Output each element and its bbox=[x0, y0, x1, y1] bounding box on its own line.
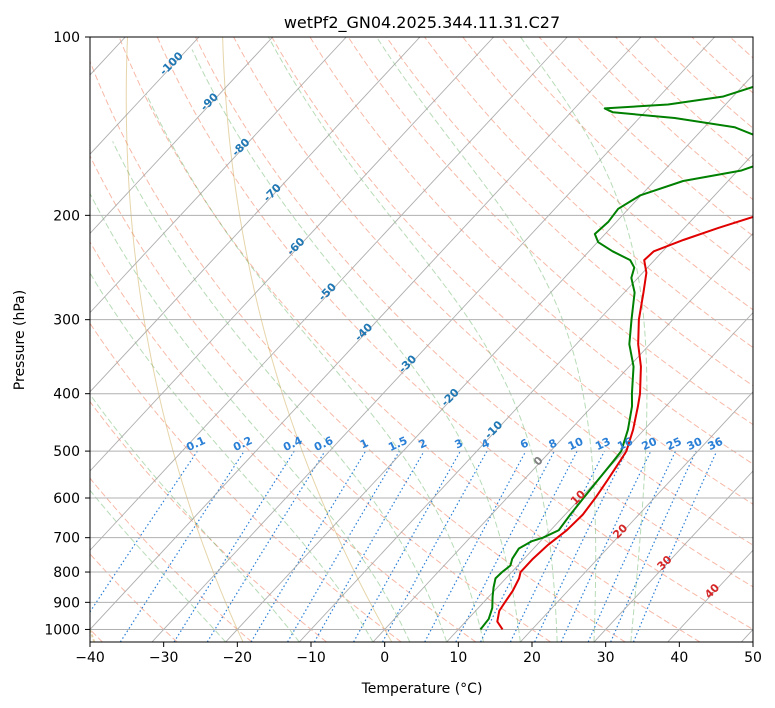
isotherm-line bbox=[519, 391, 753, 642]
moist-adiabat-line bbox=[90, 192, 411, 642]
isotherm-line bbox=[90, 37, 200, 155]
dry-adiabat-line bbox=[90, 477, 253, 642]
moist-adiabat-line bbox=[191, 49, 521, 642]
x-tick-label: −40 bbox=[75, 650, 105, 666]
x-axis-label: Temperature (°C) bbox=[361, 681, 483, 697]
dry-adiabat-line bbox=[90, 154, 551, 642]
x-tick-label: 40 bbox=[670, 650, 688, 666]
mixing-ratio-line bbox=[119, 450, 245, 642]
x-tick-label: 50 bbox=[744, 650, 762, 666]
mixing-ratio-label: 16 bbox=[615, 435, 635, 453]
dry-adiabat-line bbox=[90, 241, 477, 642]
reference-curve-line bbox=[125, 37, 244, 642]
profiles bbox=[479, 85, 753, 631]
x-tick-label: −30 bbox=[149, 650, 179, 666]
isotherm-line bbox=[90, 37, 421, 393]
dry-adiabat-line bbox=[156, 37, 753, 631]
dry-adiabat-line bbox=[768, 37, 775, 642]
y-tick-label: 800 bbox=[53, 565, 80, 581]
y-tick-label: 200 bbox=[53, 208, 80, 224]
x-tick-label: 30 bbox=[597, 650, 615, 666]
mixing-ratio-line bbox=[206, 450, 326, 642]
dry-adiabat-line bbox=[462, 37, 753, 311]
y-tick-label: 100 bbox=[53, 30, 80, 46]
mixing-ratio-line bbox=[90, 450, 198, 613]
x-tick-label: −20 bbox=[223, 650, 253, 666]
mixing-ratio-line bbox=[610, 450, 697, 642]
x-tick-label: 10 bbox=[449, 650, 467, 666]
dry-adiabat-line bbox=[195, 37, 753, 588]
reference-curve-line bbox=[222, 37, 393, 642]
y-tick-label: 600 bbox=[53, 491, 80, 507]
y-axis-label: Pressure (hPa) bbox=[12, 290, 28, 390]
background-lines bbox=[90, 37, 775, 642]
moist-adiabat-line bbox=[520, 37, 648, 642]
moist-adiabat-line bbox=[90, 393, 300, 642]
y-tick-label: 300 bbox=[53, 313, 80, 329]
mixing-ratio-label: 13 bbox=[593, 435, 612, 453]
mixing-ratio-line bbox=[381, 450, 488, 642]
isotherm-line bbox=[298, 153, 753, 642]
mixing-ratio-line bbox=[480, 450, 578, 642]
isotherm-line bbox=[90, 37, 642, 631]
y-tick-label: 500 bbox=[53, 444, 80, 460]
dry-adiabat-line bbox=[424, 37, 753, 349]
y-tick-label: 700 bbox=[53, 531, 80, 547]
y-tick-label: 400 bbox=[53, 387, 80, 403]
moist-adiabat-line bbox=[268, 37, 558, 642]
isotherm-line bbox=[90, 37, 347, 314]
moist-adiabat-line bbox=[376, 37, 597, 642]
dewpoint-line bbox=[479, 85, 753, 631]
isotherm-line bbox=[593, 470, 753, 642]
isotherm-line bbox=[446, 311, 753, 642]
mixing-ratio-label: 20 bbox=[640, 435, 660, 453]
dry-adiabat-line bbox=[309, 37, 753, 465]
dry-adiabat-line bbox=[90, 322, 402, 642]
mixing-ratio-line bbox=[424, 450, 527, 642]
dry-adiabat-line bbox=[118, 37, 701, 642]
isotherm-line bbox=[225, 74, 753, 642]
y-tick-label: 1000 bbox=[44, 622, 80, 638]
isotherm-line bbox=[151, 37, 715, 642]
mixing-ratio-line bbox=[173, 450, 295, 642]
x-tick-label: 0 bbox=[380, 650, 389, 666]
isotherm-line bbox=[90, 37, 494, 472]
y-axis-ticks: 100 200 300 400 500 600 700 800 900 1000 bbox=[44, 30, 90, 638]
y-tick-label: 900 bbox=[53, 595, 80, 611]
isotherm-line bbox=[90, 37, 568, 551]
temperature-line bbox=[496, 215, 753, 631]
isotherm-line bbox=[90, 37, 273, 235]
dry-adiabat-line bbox=[347, 37, 753, 426]
isotherm-line bbox=[372, 232, 753, 642]
mixing-ratio-label: 36 bbox=[706, 435, 726, 453]
x-tick-label: 20 bbox=[523, 650, 541, 666]
mixing-ratio-label: 25 bbox=[664, 435, 683, 453]
dry-adiabat-line bbox=[90, 60, 626, 642]
mixing-ratio-label: 30 bbox=[685, 435, 705, 453]
plot-frame bbox=[89, 36, 754, 643]
x-axis-ticks: −40 −30 −20 −10 0 10 20 30 40 50 bbox=[75, 642, 762, 666]
chart-title: wetPf2_GN04.2025.344.11.31.C27 bbox=[284, 13, 560, 33]
mixing-ratio-line bbox=[509, 450, 605, 642]
moist-adiabat-line bbox=[90, 489, 227, 642]
mixing-ratio-line bbox=[353, 450, 461, 642]
x-tick-label: −10 bbox=[296, 650, 326, 666]
mixing-ratio-label: 10 bbox=[566, 435, 586, 453]
reference-curve-line bbox=[90, 626, 96, 642]
